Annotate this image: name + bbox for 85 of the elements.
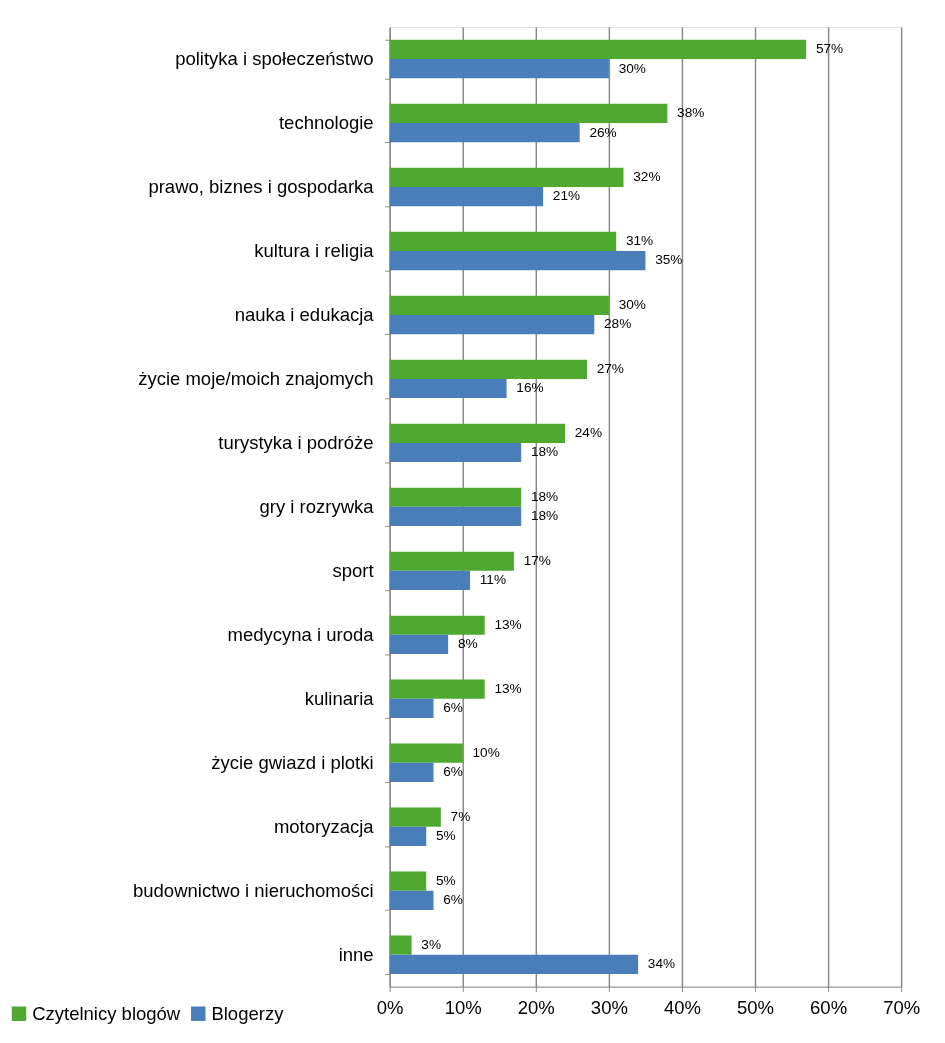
- bar: [389, 679, 485, 699]
- y-tick-label: gry i rozrywka: [259, 496, 375, 518]
- bar: [389, 167, 624, 187]
- x-tick-label: 0%: [376, 997, 404, 1019]
- data-label: 6%: [443, 700, 463, 716]
- bar: [389, 698, 434, 718]
- y-tick-label: technologie: [278, 112, 374, 134]
- data-label: 24%: [574, 425, 603, 441]
- data-label: 30%: [618, 297, 646, 313]
- data-label: 27%: [596, 361, 624, 377]
- data-label: 18%: [530, 489, 559, 505]
- data-label: 6%: [443, 764, 463, 780]
- data-label: 18%: [530, 444, 559, 460]
- y-tick-label: kulinaria: [304, 688, 375, 710]
- bar: [389, 570, 471, 591]
- x-tick-label: 70%: [883, 997, 921, 1019]
- bar: [389, 39, 807, 60]
- y-tick-label: polityka i społeczeństwo: [175, 48, 374, 70]
- bar: [389, 231, 617, 251]
- data-label: 17%: [523, 553, 551, 569]
- bar: [389, 762, 434, 782]
- bar: [389, 743, 463, 763]
- data-label: 13%: [494, 617, 522, 633]
- data-label: 38%: [677, 105, 705, 121]
- data-label: 34%: [647, 956, 676, 972]
- data-label: 32%: [633, 169, 661, 185]
- legend-label: Blogerzy: [211, 1002, 285, 1024]
- bar: [389, 615, 485, 635]
- data-label: 8%: [457, 636, 478, 652]
- bar: [389, 871, 427, 891]
- bar: [389, 250, 646, 271]
- x-tick-label: 50%: [737, 997, 775, 1019]
- x-tick-label: 40%: [663, 997, 701, 1019]
- data-label: 57%: [815, 41, 844, 57]
- x-tick-label: 60%: [810, 997, 848, 1019]
- data-label: 16%: [516, 380, 544, 396]
- data-label: 26%: [589, 124, 617, 140]
- data-label: 5%: [435, 873, 456, 889]
- bar: [389, 423, 566, 443]
- bar: [389, 935, 412, 955]
- data-label: 35%: [655, 252, 683, 268]
- data-label: 21%: [552, 188, 581, 204]
- bar: [389, 314, 595, 335]
- y-tick-label: turystyka i podróże: [218, 432, 374, 454]
- x-tick-label: 10%: [444, 997, 482, 1019]
- data-label: 7%: [450, 809, 471, 825]
- y-tick-label: medycyna i uroda: [227, 624, 375, 646]
- y-tick-label: sport: [332, 560, 374, 582]
- y-tick-label: budownictwo i nieruchomości: [132, 880, 374, 902]
- bar: [389, 506, 522, 527]
- bar: [389, 807, 441, 827]
- y-tick-label: życie moje/moich znajomych: [138, 368, 374, 390]
- data-label: 5%: [435, 828, 456, 844]
- y-tick-label: życie gwiazd i plotki: [211, 752, 374, 774]
- bar: [389, 123, 580, 143]
- bar: [389, 634, 449, 655]
- bar: [389, 551, 514, 571]
- data-label: 6%: [443, 892, 463, 908]
- bar: [389, 103, 668, 124]
- bar: [389, 442, 522, 463]
- bar: [389, 59, 609, 79]
- y-tick-label: prawo, biznes i gospodarka: [148, 176, 375, 198]
- bar: [389, 187, 544, 207]
- legend-label: Czytelnicy blogów: [32, 1002, 181, 1024]
- x-tick-label: 30%: [590, 997, 628, 1019]
- bar: [389, 826, 427, 846]
- y-tick-label: nauka i edukacja: [234, 304, 375, 326]
- data-label: 13%: [494, 681, 522, 697]
- data-label: 11%: [479, 572, 507, 588]
- bar: [389, 487, 522, 507]
- data-label: 31%: [625, 233, 654, 249]
- bar: [389, 890, 434, 910]
- bar: [389, 954, 639, 974]
- bar: [389, 295, 609, 315]
- data-label: 18%: [530, 508, 559, 524]
- data-label: 3%: [421, 936, 442, 952]
- data-label: 30%: [618, 60, 646, 76]
- bar: [389, 359, 587, 379]
- data-label: 10%: [472, 745, 500, 761]
- y-tick-label: inne: [338, 944, 374, 966]
- y-tick-label: kultura i religia: [254, 240, 375, 262]
- data-label: 28%: [604, 316, 632, 332]
- bar: [389, 378, 507, 399]
- x-tick-label: 20%: [517, 997, 555, 1019]
- y-tick-label: motoryzacja: [273, 816, 375, 838]
